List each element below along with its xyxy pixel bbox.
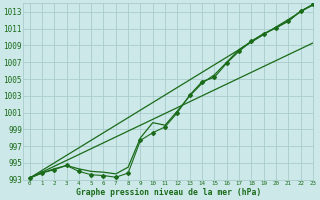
- X-axis label: Graphe pression niveau de la mer (hPa): Graphe pression niveau de la mer (hPa): [76, 188, 261, 197]
